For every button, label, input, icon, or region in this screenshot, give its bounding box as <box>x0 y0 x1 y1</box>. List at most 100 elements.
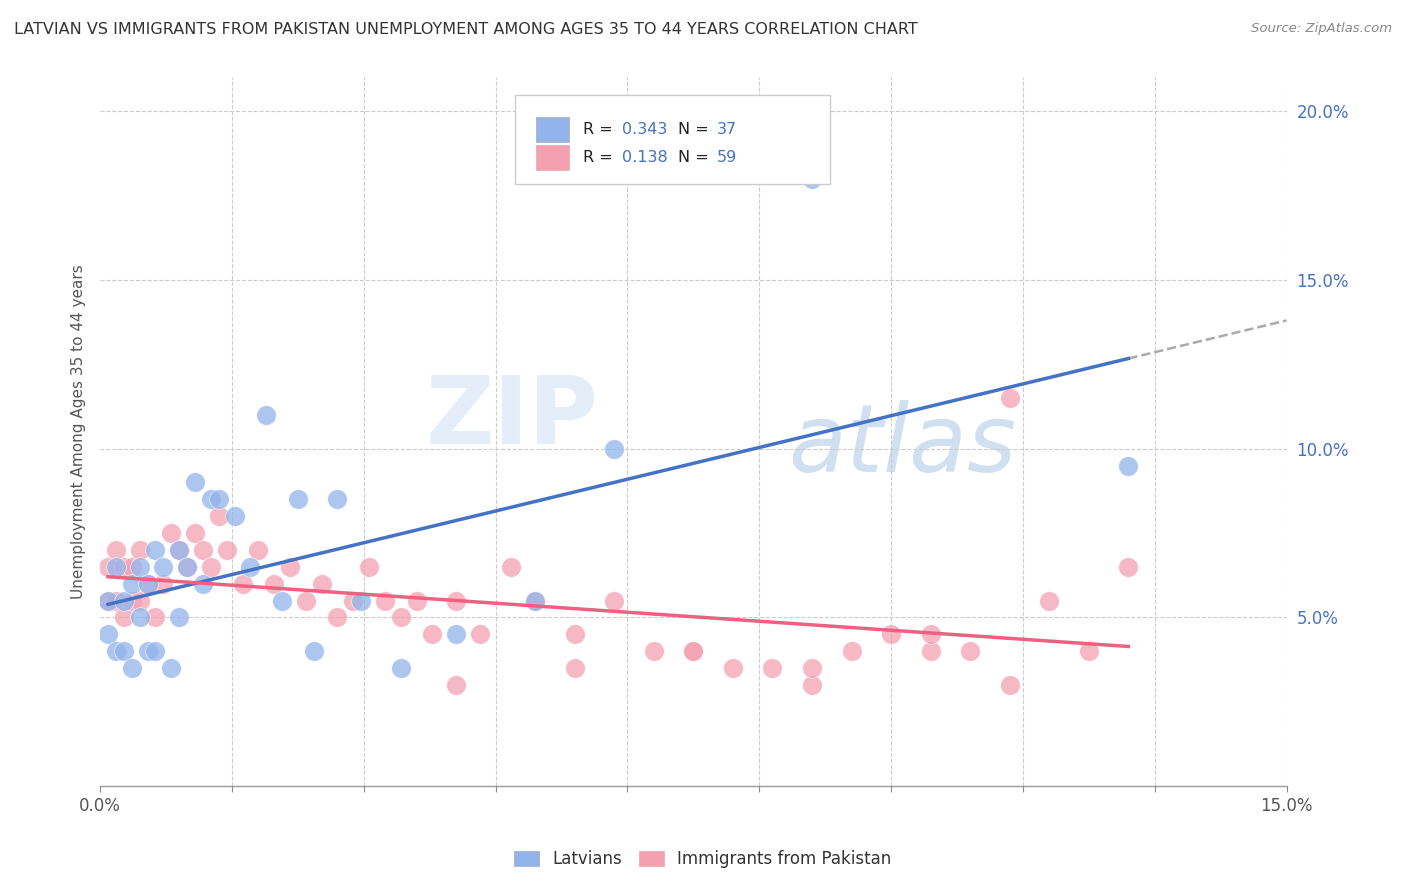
Point <box>444 593 467 607</box>
Point <box>104 542 127 557</box>
Point <box>112 644 135 658</box>
Point <box>104 644 127 658</box>
Point <box>136 576 159 591</box>
Point <box>468 627 491 641</box>
Point <box>208 509 231 524</box>
Point <box>145 644 167 658</box>
Point <box>374 593 396 607</box>
Point <box>350 593 373 607</box>
Text: 59: 59 <box>717 150 737 165</box>
Point <box>444 627 467 641</box>
Point <box>254 408 277 422</box>
Point <box>271 593 294 607</box>
Point <box>191 542 214 557</box>
Point <box>287 492 309 507</box>
Point <box>145 542 167 557</box>
Point <box>145 610 167 624</box>
Point <box>128 593 150 607</box>
Point <box>97 559 120 574</box>
Point <box>208 492 231 507</box>
Point <box>121 559 143 574</box>
Point <box>136 576 159 591</box>
Point <box>959 644 981 658</box>
Point <box>167 542 190 557</box>
Point <box>97 593 120 607</box>
Point <box>920 627 942 641</box>
FancyBboxPatch shape <box>516 95 830 184</box>
Point <box>1118 458 1140 473</box>
Point <box>184 475 207 490</box>
Point <box>880 627 903 641</box>
Point <box>152 576 174 591</box>
Point <box>97 593 120 607</box>
Point <box>176 559 198 574</box>
Point <box>224 509 246 524</box>
Point <box>564 661 586 675</box>
Point <box>682 644 704 658</box>
Point <box>200 559 222 574</box>
Point <box>998 391 1021 405</box>
Point <box>104 559 127 574</box>
Point <box>1077 644 1099 658</box>
Point <box>405 593 427 607</box>
Point <box>311 576 333 591</box>
Point <box>128 559 150 574</box>
Point <box>603 593 626 607</box>
Point <box>294 593 316 607</box>
Point <box>801 171 824 186</box>
Point <box>191 576 214 591</box>
Point <box>112 610 135 624</box>
Point <box>231 576 253 591</box>
Point <box>603 442 626 456</box>
Point <box>326 610 349 624</box>
Point <box>761 661 783 675</box>
Point <box>564 627 586 641</box>
Point <box>160 661 183 675</box>
Point <box>167 542 190 557</box>
Text: R =: R = <box>583 150 623 165</box>
Point <box>920 644 942 658</box>
Point <box>215 542 238 557</box>
Y-axis label: Unemployment Among Ages 35 to 44 years: Unemployment Among Ages 35 to 44 years <box>72 264 86 599</box>
Point <box>200 492 222 507</box>
Point <box>278 559 301 574</box>
Point <box>184 526 207 541</box>
Text: N =: N = <box>678 150 714 165</box>
Point <box>263 576 285 591</box>
Point <box>389 610 412 624</box>
Point <box>128 542 150 557</box>
Text: LATVIAN VS IMMIGRANTS FROM PAKISTAN UNEMPLOYMENT AMONG AGES 35 TO 44 YEARS CORRE: LATVIAN VS IMMIGRANTS FROM PAKISTAN UNEM… <box>14 22 918 37</box>
Point <box>247 542 270 557</box>
Text: N =: N = <box>678 122 714 137</box>
Point <box>342 593 364 607</box>
Point <box>524 593 547 607</box>
Point <box>1118 559 1140 574</box>
Point <box>302 644 325 658</box>
Point <box>136 644 159 658</box>
Text: 0.343: 0.343 <box>623 122 668 137</box>
Text: Source: ZipAtlas.com: Source: ZipAtlas.com <box>1251 22 1392 36</box>
Point <box>389 661 412 675</box>
Point <box>444 678 467 692</box>
Point <box>104 593 127 607</box>
Point <box>112 559 135 574</box>
Point <box>357 559 380 574</box>
Point <box>841 644 863 658</box>
Point <box>524 593 547 607</box>
Point <box>501 559 523 574</box>
Text: atlas: atlas <box>789 401 1017 491</box>
Point <box>167 610 190 624</box>
Point <box>998 678 1021 692</box>
Point <box>121 661 143 675</box>
Point <box>643 644 665 658</box>
Legend: Latvians, Immigrants from Pakistan: Latvians, Immigrants from Pakistan <box>508 844 898 875</box>
Point <box>326 492 349 507</box>
Point <box>801 661 824 675</box>
Text: 37: 37 <box>717 122 737 137</box>
Point <box>121 593 143 607</box>
Point <box>420 627 443 641</box>
Point <box>121 576 143 591</box>
Point <box>1038 593 1060 607</box>
Point <box>152 559 174 574</box>
Point <box>176 559 198 574</box>
